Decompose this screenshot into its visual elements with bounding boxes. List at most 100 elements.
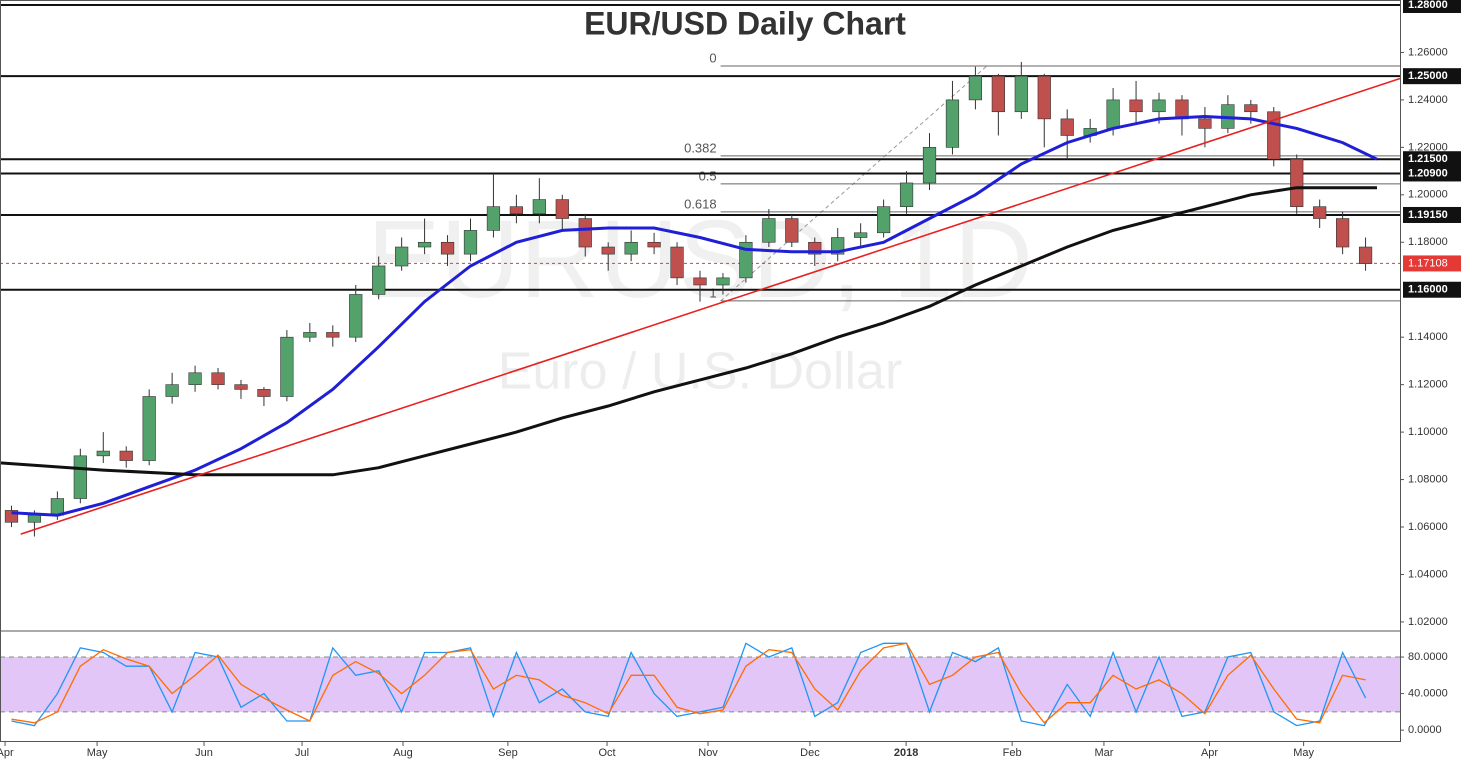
x-tick-label: Mar xyxy=(1094,747,1113,759)
stoch-line xyxy=(11,642,1367,727)
candle-body xyxy=(670,246,684,279)
candle-body xyxy=(73,455,87,499)
candle-body xyxy=(785,218,799,243)
candle-body xyxy=(854,232,868,238)
candle-body xyxy=(578,218,592,248)
y-tick-label: 1.14000 xyxy=(1408,331,1448,343)
x-tick-label: Jul xyxy=(295,747,309,759)
y-tick-label: 1.08000 xyxy=(1408,473,1448,485)
candle-body xyxy=(532,199,546,215)
x-tick-label: Aug xyxy=(393,747,413,759)
level-tag xyxy=(1403,281,1461,298)
level-tag xyxy=(1403,151,1461,168)
candle-body xyxy=(417,241,432,248)
candle-body xyxy=(1244,104,1258,113)
candle-body xyxy=(1037,75,1051,120)
candle-body xyxy=(1336,218,1350,248)
candle-body xyxy=(211,372,225,385)
candle-body xyxy=(601,246,615,255)
candle-body xyxy=(486,206,501,231)
y-tick-label: 1.06000 xyxy=(1408,521,1448,533)
candle-body xyxy=(624,241,638,255)
candle-body xyxy=(808,241,822,255)
fib-label: 0 xyxy=(709,50,716,65)
x-tick-label: Dec xyxy=(800,747,820,759)
x-tick-label: Nov xyxy=(698,747,718,759)
x-tick-label: Apr xyxy=(1201,747,1218,759)
y-tick-label: 1.02000 xyxy=(1408,616,1448,628)
x-tick-label: 2018 xyxy=(894,747,918,759)
stoch-band xyxy=(0,657,1400,712)
fib-label: 0.5 xyxy=(699,168,717,183)
moving-average xyxy=(11,114,1378,517)
frame xyxy=(0,0,1401,742)
y-tick-label: 1.20000 xyxy=(1408,189,1448,201)
candle-body xyxy=(303,332,317,338)
x-tick-label: Jun xyxy=(195,747,213,759)
y-tick-label: 1.22000 xyxy=(1408,141,1448,153)
candle-body xyxy=(1014,75,1028,113)
x-tick-label: Apr xyxy=(0,747,14,759)
y-tick-label: 80.0000 xyxy=(1408,651,1448,663)
candle-body xyxy=(165,384,179,397)
candle-body xyxy=(922,147,937,184)
y-tick-label: 1.04000 xyxy=(1408,568,1448,580)
candle-body xyxy=(349,294,363,338)
candle-body xyxy=(1106,99,1120,129)
candle-body xyxy=(509,206,524,215)
y-tick-label: 1.10000 xyxy=(1408,426,1448,438)
y-tick-label: 1.18000 xyxy=(1408,236,1448,248)
candle-body xyxy=(1290,158,1304,207)
candle-body xyxy=(693,277,707,286)
level-label: 1.25000 xyxy=(1408,70,1448,82)
candle-body xyxy=(716,277,730,286)
candle-body xyxy=(945,99,960,148)
candle-body xyxy=(188,372,202,385)
level-tag xyxy=(1403,206,1461,223)
x-tick-label: May xyxy=(1293,747,1314,759)
fib-label: 0.382 xyxy=(684,140,717,155)
fib-label: 0.618 xyxy=(684,196,717,211)
candle-body xyxy=(876,206,891,234)
y-tick-label: 1.26000 xyxy=(1408,46,1448,58)
x-tick-label: Feb xyxy=(1003,747,1022,759)
level-label: 1.28000 xyxy=(1408,0,1448,11)
candle-body xyxy=(647,241,661,248)
candle-body xyxy=(4,510,19,523)
candle-body xyxy=(762,218,776,243)
candle-body xyxy=(555,199,569,219)
level-tag xyxy=(1403,0,1461,13)
level-label: 1.20900 xyxy=(1408,167,1448,179)
level-tag xyxy=(1403,165,1461,182)
last-price-tag xyxy=(1403,255,1461,272)
candle-body xyxy=(372,265,386,295)
x-tick-label: Oct xyxy=(598,747,615,759)
candle-body xyxy=(142,396,156,461)
candle-body xyxy=(1313,206,1327,219)
candle-body xyxy=(234,384,248,390)
candle-body xyxy=(991,75,1005,113)
y-tick-label: 0.0000 xyxy=(1408,724,1442,736)
candle-body xyxy=(326,332,340,338)
candle-body xyxy=(257,389,271,397)
candle-body xyxy=(1060,118,1074,136)
candle-body xyxy=(1129,99,1143,113)
candle-body xyxy=(968,75,983,101)
candle-body xyxy=(463,230,478,255)
x-tick-label: Sep xyxy=(498,747,518,759)
level-label: 1.19150 xyxy=(1408,209,1448,221)
level-label: 1.21500 xyxy=(1408,153,1448,165)
y-tick-label: 1.12000 xyxy=(1408,379,1448,391)
candle-body xyxy=(440,241,455,255)
candle-body xyxy=(739,241,753,279)
y-tick-label: 1.24000 xyxy=(1408,94,1448,106)
watermark-description: Euro / U.S. Dollar xyxy=(498,343,903,401)
candle-body xyxy=(119,450,133,461)
candle-body xyxy=(395,246,409,267)
y-tick-label: 40.0000 xyxy=(1408,687,1448,699)
candle-body xyxy=(280,336,294,397)
candle-body xyxy=(1152,99,1166,113)
fib-label: 1 xyxy=(709,285,716,300)
